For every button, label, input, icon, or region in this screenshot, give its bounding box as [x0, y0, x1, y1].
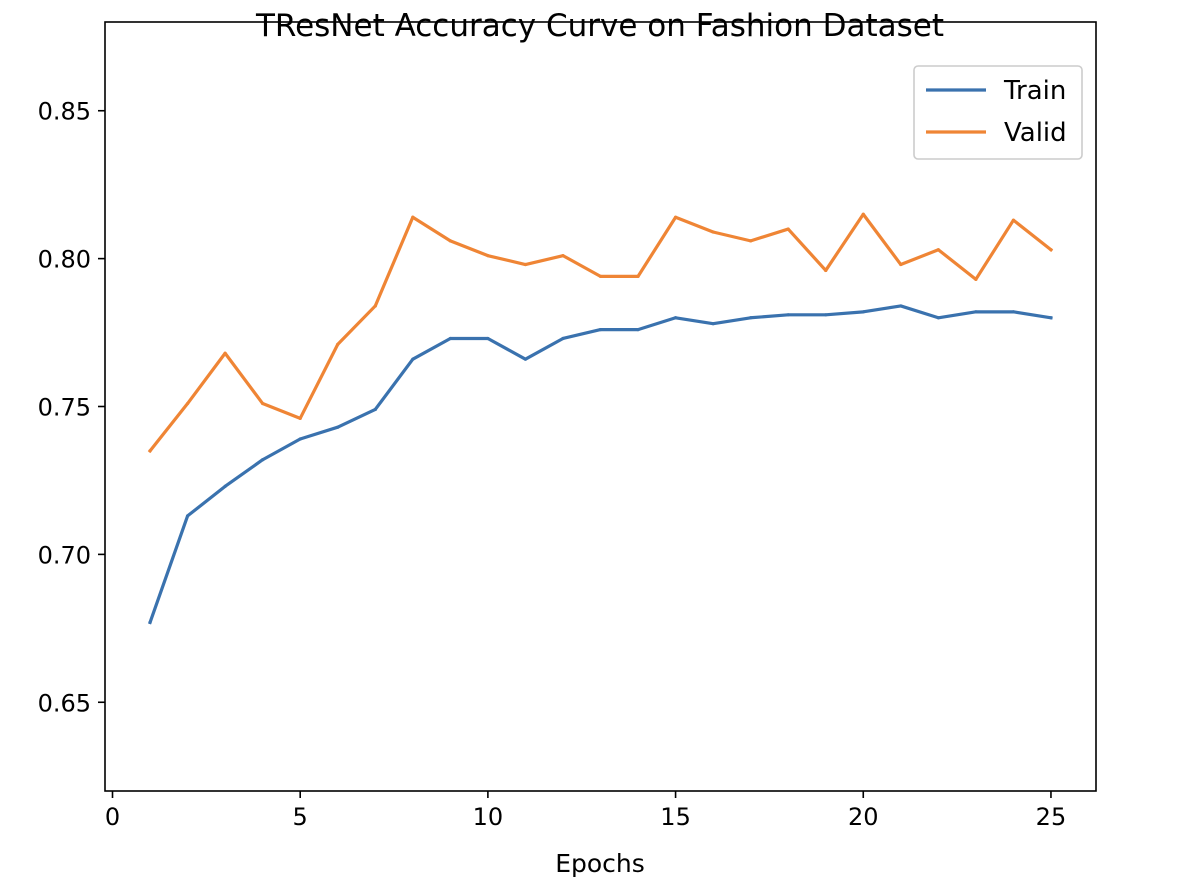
data-point-train: [636, 328, 640, 332]
series-layer: [147, 212, 1054, 625]
data-point-valid: [448, 239, 452, 243]
data-point-train: [786, 313, 790, 317]
data-point-train: [298, 437, 302, 441]
data-point-valid: [1011, 218, 1016, 222]
data-point-train: [824, 313, 828, 317]
x-tick-label: 25: [1036, 803, 1067, 831]
data-point-train: [148, 620, 152, 625]
data-point-valid: [899, 262, 903, 267]
data-point-train: [936, 316, 940, 320]
data-point-valid: [411, 215, 415, 219]
x-axis: 0 5 10 15 20 25: [105, 791, 1066, 831]
data-point-train: [974, 310, 978, 314]
legend: Train Valid: [913, 65, 1083, 160]
data-point-valid: [185, 401, 190, 406]
y-axis: 0.65 0.70 0.75 0.80 0.85: [38, 98, 105, 717]
data-point-train: [673, 316, 678, 320]
data-point-valid: [936, 248, 940, 252]
data-point-train: [523, 357, 528, 361]
x-tick-label: 20: [848, 803, 879, 831]
data-point-train: [373, 407, 377, 412]
x-tick-label: 15: [660, 803, 691, 831]
data-point-valid: [373, 304, 377, 308]
data-point-valid: [523, 262, 528, 267]
data-point-valid: [298, 416, 302, 420]
data-point-train: [1011, 310, 1016, 314]
chart-title: TResNet Accuracy Curve on Fashion Datase…: [255, 8, 944, 44]
x-tick-label: 0: [105, 803, 120, 831]
legend-valid-label: Valid: [1004, 118, 1067, 148]
data-point-train: [711, 322, 715, 326]
y-tick-label: 0.80: [38, 246, 91, 274]
x-axis-label: Epochs: [555, 849, 645, 878]
data-point-valid: [749, 239, 753, 243]
data-point-valid: [824, 268, 828, 273]
y-tick-label: 0.85: [38, 98, 91, 126]
y-tick-label: 0.75: [38, 394, 91, 422]
data-point-valid: [1049, 248, 1053, 252]
y-tick-label: 0.65: [38, 689, 91, 717]
data-point-valid: [673, 215, 678, 219]
x-tick-label: 5: [293, 803, 308, 831]
data-point-valid: [261, 401, 265, 406]
legend-train-label: Train: [1003, 76, 1066, 106]
data-point-valid: [223, 351, 227, 355]
data-point-train: [1049, 316, 1053, 320]
data-point-train: [899, 304, 903, 308]
data-point-train: [561, 336, 565, 341]
data-point-train: [861, 310, 865, 314]
data-point-valid: [148, 449, 152, 453]
data-point-valid: [561, 254, 565, 258]
data-point-valid: [636, 274, 640, 278]
data-point-train: [749, 316, 753, 320]
data-point-valid: [711, 230, 715, 234]
data-point-valid: [974, 277, 978, 281]
data-point-train: [185, 514, 190, 518]
y-tick-label: 0.70: [38, 541, 91, 569]
data-point-train: [261, 458, 265, 462]
data-point-train: [336, 425, 340, 429]
data-point-valid: [486, 254, 490, 258]
data-point-valid: [786, 227, 790, 231]
data-point-train: [411, 357, 415, 361]
x-tick-label: 10: [473, 803, 504, 831]
data-point-valid: [861, 212, 865, 216]
data-point-train: [486, 336, 490, 341]
data-point-train: [223, 484, 227, 488]
data-point-train: [598, 328, 603, 332]
data-point-valid: [336, 342, 340, 346]
data-point-train: [448, 336, 452, 341]
data-point-valid: [598, 274, 603, 278]
